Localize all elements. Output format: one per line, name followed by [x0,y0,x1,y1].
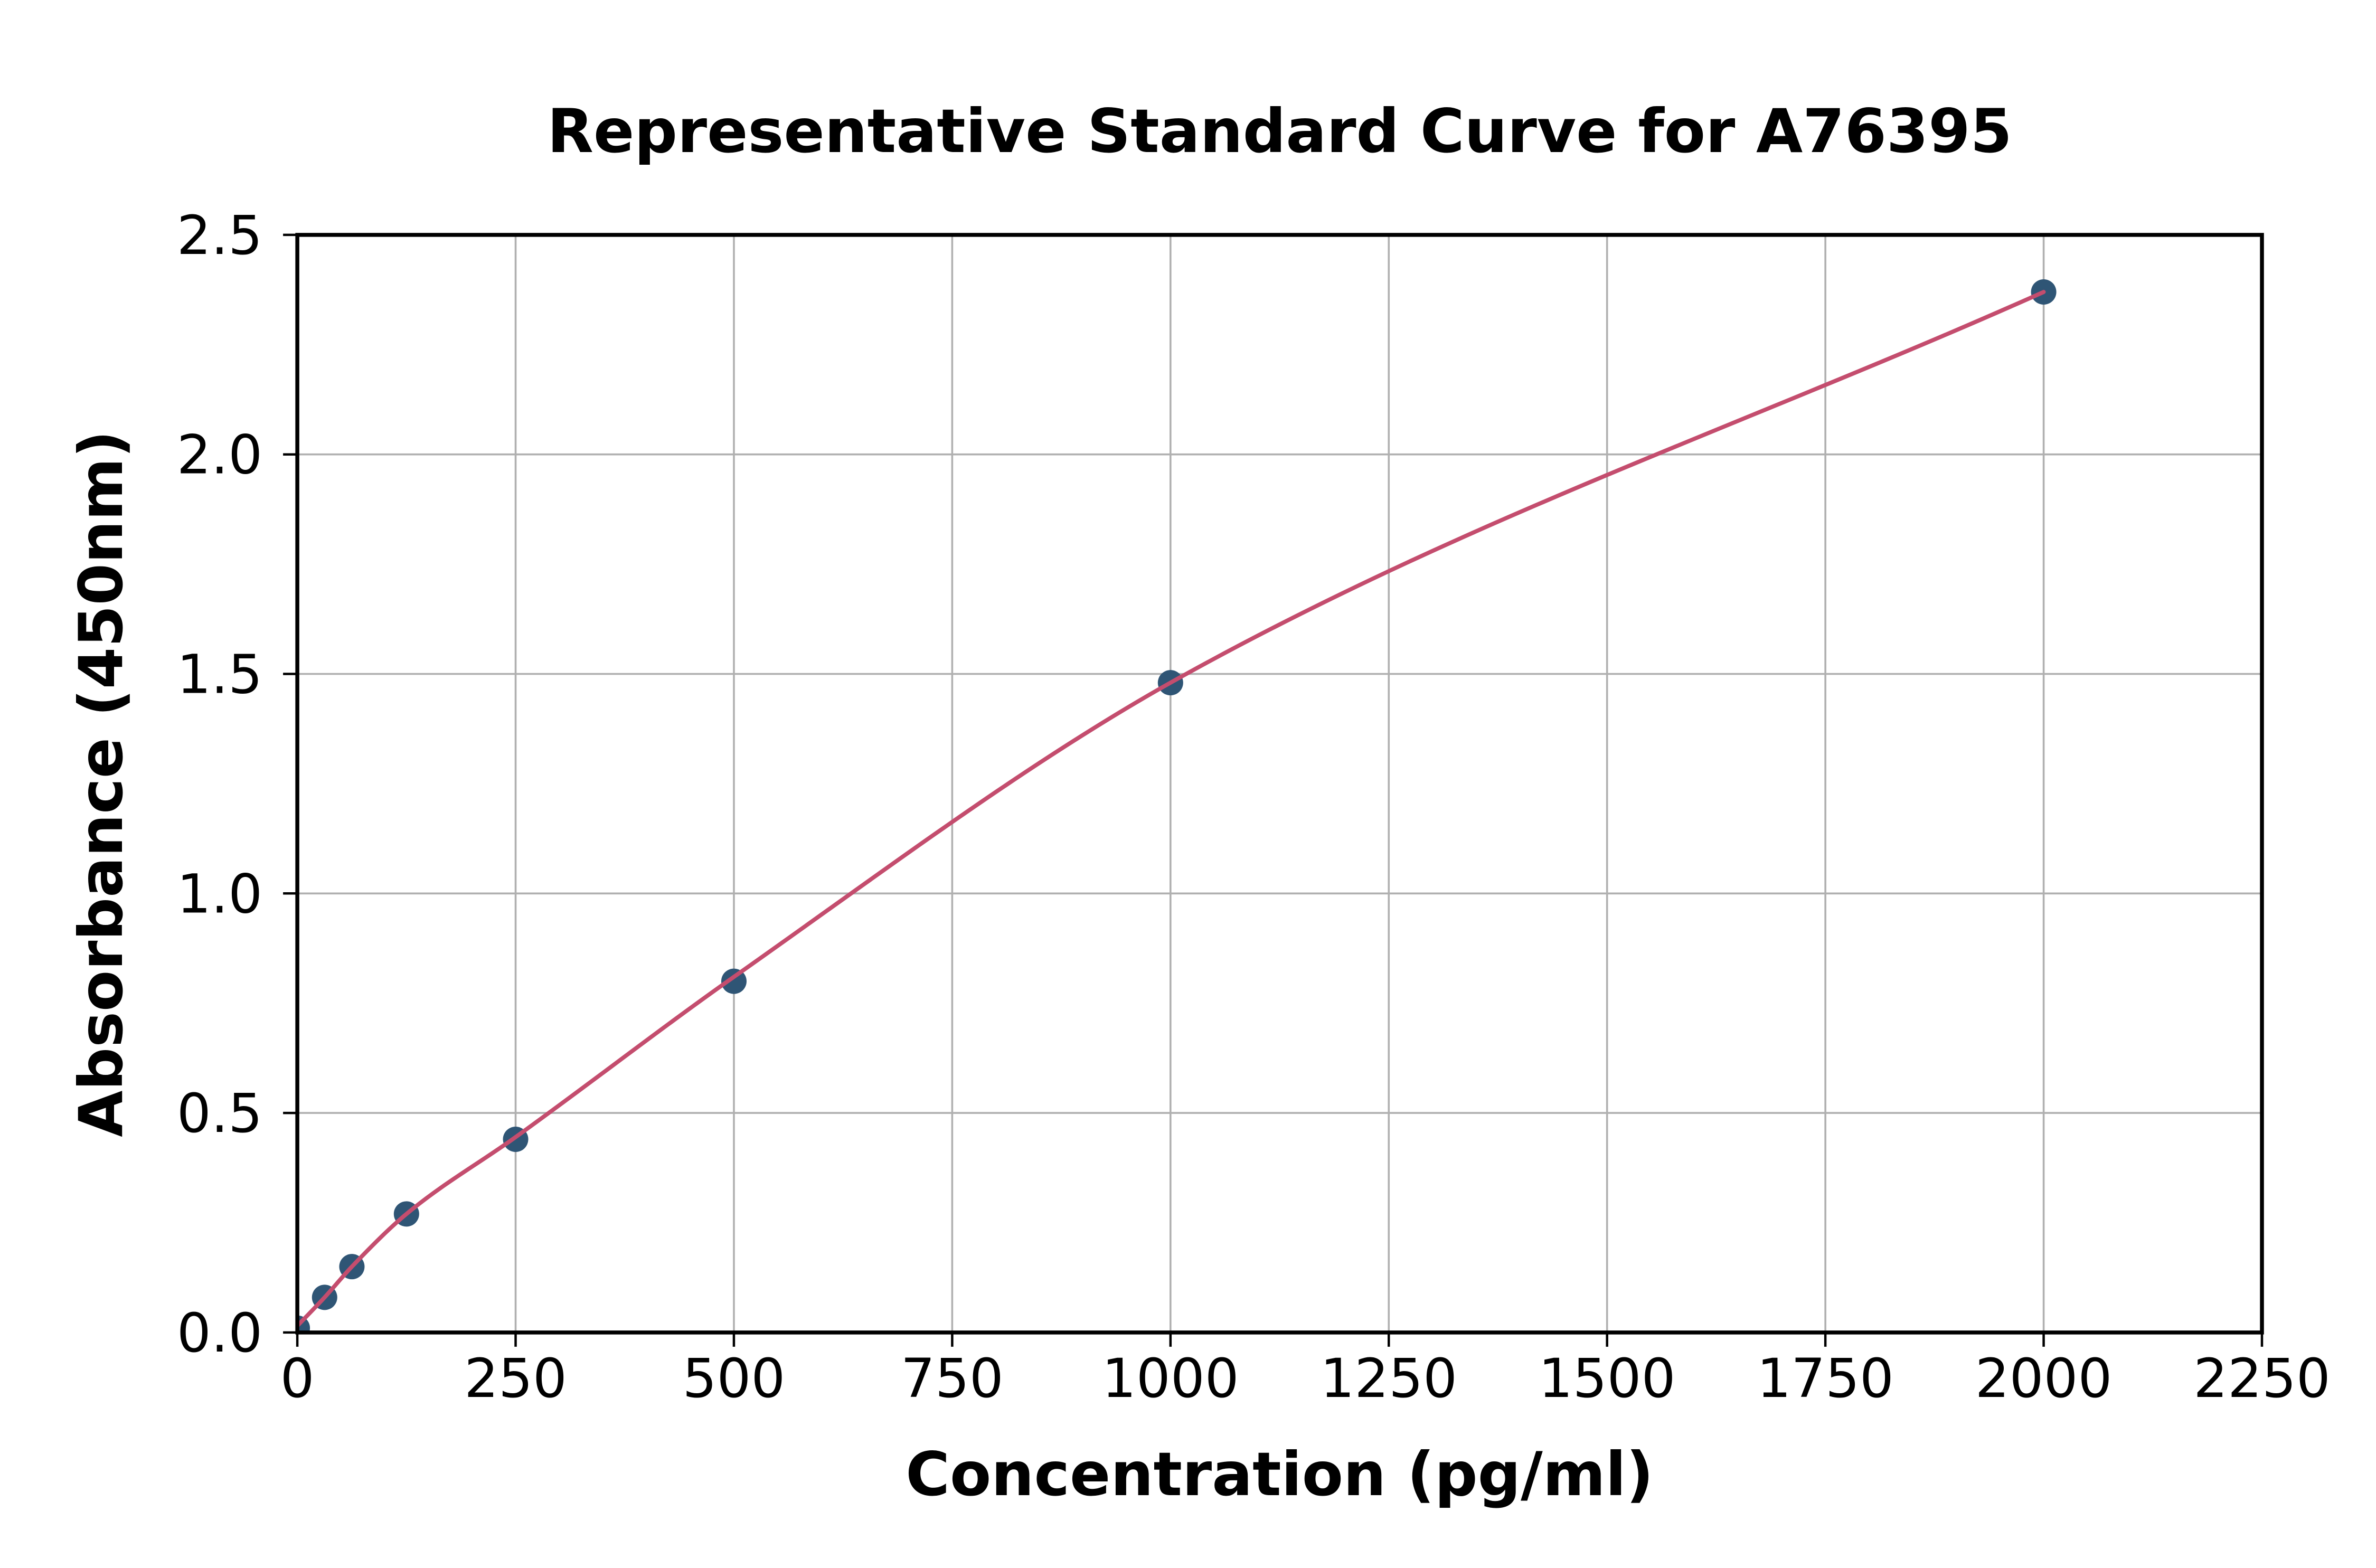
x-tick-label: 1500 [1539,1347,1676,1410]
fit-curve [297,290,2046,1328]
plot-border [295,233,2264,1335]
y-tick-label: 1.0 [177,863,262,925]
y-tick-label: 0.5 [177,1082,262,1145]
x-tick-label: 750 [901,1347,1004,1410]
y-tick-label: 2.5 [177,204,262,267]
x-tick-label: 250 [464,1347,567,1410]
x-tick-label: 2250 [2193,1347,2331,1410]
x-tick-label: 2000 [1975,1347,2113,1410]
x-tick-label: 1750 [1757,1347,1894,1410]
x-tick-label: 1000 [1102,1347,1239,1410]
chart-title: Representative Standard Curve for A76395 [547,96,2012,166]
x-tick-label: 0 [280,1347,315,1410]
x-tick-label: 1250 [1320,1347,1457,1410]
x-axis-label: Concentration (pg/ml) [906,1439,1653,1509]
data-point [721,968,747,994]
tick-marks [283,233,2264,1347]
y-tick-label: 1.5 [177,644,262,706]
x-tick-label: 500 [683,1347,786,1410]
y-tick-label: 2.0 [177,424,262,487]
y-tick-label: 0.0 [177,1302,262,1365]
y-axis-label: Absorbance (450nm) [66,430,136,1137]
